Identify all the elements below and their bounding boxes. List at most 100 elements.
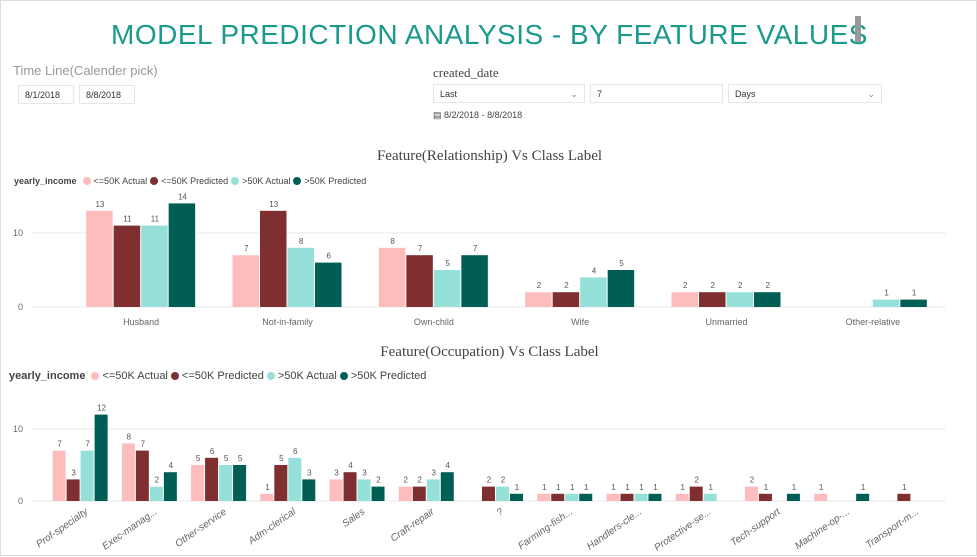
bar[interactable] [412,486,426,501]
end-date-input[interactable]: 8/8/2018 [79,85,135,104]
legend-dot [231,177,240,185]
bar[interactable] [205,457,219,501]
legend-item[interactable]: >50K Actual [242,176,291,186]
legend-dot [91,372,100,380]
x-tick-label: Not-in-family [262,317,313,327]
legend-item[interactable]: >50K Predicted [304,176,367,186]
legend-item[interactable]: >50K Predicted [350,370,427,382]
data-label: 1 [611,483,616,492]
data-label: 5 [238,454,243,463]
bar[interactable] [552,292,580,307]
x-tick-label: Sales [340,506,367,529]
data-label: 1 [653,483,658,492]
bar[interactable] [80,450,94,501]
bar[interactable] [287,247,315,307]
bar[interactable] [378,247,406,307]
legend-item[interactable]: >50K Actual [277,370,337,382]
bar[interactable] [689,486,703,501]
bar[interactable] [113,225,141,307]
bar[interactable] [52,450,66,501]
bar[interactable] [786,493,800,501]
bar[interactable] [607,270,635,307]
bar[interactable] [872,299,900,307]
bar[interactable] [406,255,433,307]
bar[interactable] [135,450,149,501]
bar[interactable] [579,493,593,501]
count-input[interactable]: 7 [590,84,723,103]
bar[interactable] [580,277,607,307]
y-tick-label: 10 [13,228,23,238]
bar[interactable] [288,457,302,501]
date-range: ▤ 8/2/2018 - 8/8/2018 [433,110,522,121]
bar[interactable] [149,486,163,501]
data-label: 7 [85,440,90,449]
data-label: 2 [487,476,492,485]
bar[interactable] [66,479,80,501]
bar[interactable] [703,493,717,501]
bar[interactable] [758,493,772,501]
x-tick-label: Own-child [414,317,454,327]
mode-dropdown[interactable]: Last ⌄ [433,84,585,103]
bar[interactable] [620,493,634,501]
bar[interactable] [433,270,461,307]
date-range-text: 8/2/2018 - 8/8/2018 [444,110,523,120]
bar[interactable] [315,262,342,307]
start-date-input[interactable]: 8/1/2018 [18,85,74,104]
bar[interactable] [141,225,168,307]
bar[interactable] [426,479,440,501]
bar[interactable] [94,414,108,501]
bar[interactable] [121,443,135,501]
bar[interactable] [398,486,412,501]
bar[interactable] [329,479,343,501]
bar[interactable] [754,292,781,307]
data-label: 14 [178,192,187,201]
bar[interactable] [260,493,274,501]
bar[interactable] [900,299,927,307]
legend-item[interactable]: <=50K Actual [93,176,148,186]
legend-item[interactable]: <=50K Actual [102,370,168,382]
bar[interactable] [343,472,357,501]
bar[interactable] [897,493,911,501]
bar[interactable] [510,493,523,501]
x-tick-label: Protective-se... [652,506,713,553]
data-label: 5 [445,259,450,268]
bar[interactable] [86,210,113,307]
data-label: 2 [564,281,569,290]
legend-item[interactable]: <=50K Predicted [161,176,229,186]
bar[interactable] [233,465,247,501]
legend-item[interactable]: <=50K Predicted [181,370,264,382]
bar[interactable] [357,479,371,501]
unit-dropdown[interactable]: Days ⌄ [728,84,882,103]
bar[interactable] [537,493,551,501]
bar[interactable] [856,493,870,501]
bar[interactable] [461,255,488,307]
bar[interactable] [168,203,196,307]
bar[interactable] [675,493,689,501]
bar[interactable] [525,292,552,307]
bar[interactable] [671,292,699,307]
bar[interactable] [814,493,828,501]
bar[interactable] [648,493,662,501]
bar[interactable] [634,493,648,501]
bar[interactable] [551,493,565,501]
bar[interactable] [163,472,177,501]
bar[interactable] [726,292,754,307]
bar[interactable] [219,465,233,501]
bar[interactable] [565,493,579,501]
bar[interactable] [302,479,316,501]
bar[interactable] [191,465,205,501]
bar[interactable] [496,486,509,501]
bar[interactable] [744,486,758,501]
bar[interactable] [274,465,288,501]
legend-title: yearly_income [14,176,77,186]
scrollbar[interactable] [855,16,861,42]
bar[interactable] [232,255,260,307]
bar[interactable] [440,472,454,501]
bar[interactable] [371,486,385,501]
bar[interactable] [606,493,620,501]
bar[interactable] [260,210,287,307]
data-label: 5 [279,454,284,463]
data-label: 11 [123,215,132,224]
bar[interactable] [699,292,726,307]
bar[interactable] [482,486,495,501]
